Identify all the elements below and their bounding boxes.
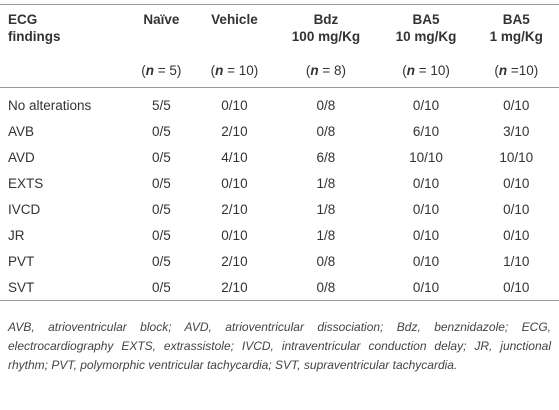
header-line: 1 mg/Kg [489,29,543,44]
value-cell: 0/5 [151,201,171,217]
value-cell: 0/10 [503,227,530,243]
row-label: IVCD [8,201,41,217]
table-row: EXTS 0/5 0/10 1/8 0/10 0/10 [0,170,559,196]
value-cell: 0/10 [412,279,440,295]
sample-size-part: = 10) [223,63,259,78]
value-cell: 10/10 [499,149,534,165]
value-cell: 1/8 [316,175,336,191]
value-cell: 0/10 [221,97,248,113]
sample-size-part: ( [141,63,146,78]
value-cell: 5/5 [151,97,171,113]
value-cell: 0/10 [412,227,440,243]
value-cell: 10/10 [409,149,443,165]
row-label: AVD [8,149,35,165]
row-label: SVT [8,279,35,295]
findings-table: ECG findings Naïve (n = 5) Vehicle (n = 10) Bd… [0,4,559,301]
row-label: JR [8,227,25,243]
value-cell: 0/10 [412,253,440,269]
header-cell: Bdz 100 mg/Kg (n = 8) [273,5,378,88]
value-cell: 0/8 [316,279,336,295]
value-cell: 0/5 [151,175,171,191]
value-cell: 0/10 [412,97,440,113]
sample-size-part: ( [494,63,499,78]
value-cell: 0/8 [316,97,336,113]
header-cell: BA5 1 mg/Kg (n =10) [474,5,559,88]
header-cell: ECG findings [0,5,127,88]
value-cell: 0/10 [503,175,530,191]
header-line: Vehicle [211,12,258,27]
header-cell: BA5 10 mg/Kg (n = 10) [378,5,473,88]
row-label: AVB [8,123,35,139]
sample-size-part: = 5) [154,63,182,78]
sample-size-part: = 8) [318,63,347,78]
value-cell: 1/8 [316,227,336,243]
sample-size-part: n [406,63,415,78]
value-cell: 2/10 [221,279,248,295]
value-cell: 0/10 [412,201,440,217]
value-cell: 0/10 [503,97,530,113]
row-label: No alterations [8,97,92,113]
value-cell: 0/5 [151,279,171,295]
value-cell: 0/10 [503,201,530,217]
value-cell: 0/5 [151,253,171,269]
footnote: AVB, atrioventricular block; AVD, atriov… [8,320,551,372]
value-cell: 6/10 [412,123,440,139]
header-line: 10 mg/Kg [395,29,457,44]
table-row: PVT 0/5 2/10 0/8 0/10 1/10 [0,248,559,274]
table-row: JR 0/5 0/10 1/8 0/10 0/10 [0,222,559,248]
sample-size: (n = 8) [279,62,372,79]
sample-size-part: n [215,63,224,78]
sample-size-part: ( [210,63,216,78]
value-cell: 0/5 [151,227,171,243]
sample-size-part: =10) [507,63,539,78]
header-line: ECG [8,12,38,27]
header-line: 100 mg/Kg [291,29,361,44]
sample-size-part: ( [402,63,407,78]
sample-size-part: n [498,63,508,78]
value-cell: 0/10 [503,279,530,295]
value-cell: 3/10 [503,123,530,139]
sample-size: (n = 10) [384,62,467,79]
header-line: BA5 [412,12,440,27]
table-row: No alterations 5/5 0/10 0/8 0/10 0/10 [0,88,559,119]
header-cell: Naïve (n = 5) [127,5,195,88]
header-line: findings [8,29,61,44]
table-body: No alterations 5/5 0/10 0/8 0/10 0/10 AVB 0/5 2/… [0,88,559,301]
value-cell: 1/10 [503,253,530,269]
value-cell: 2/10 [221,201,248,217]
value-cell: 0/10 [221,227,248,243]
row-label: EXTS [8,175,44,191]
table-row: AVB 0/5 2/10 0/8 6/10 3/10 [0,118,559,144]
value-cell: 0/10 [412,175,440,191]
sample-size: (n = 5) [133,62,189,79]
value-cell: 0/8 [316,123,336,139]
value-cell: 2/10 [221,123,248,139]
table-row: AVD 0/5 4/10 6/8 10/10 10/10 [0,144,559,170]
header-cell: Vehicle (n = 10) [195,5,273,88]
table-row: IVCD 0/5 2/10 1/8 0/10 0/10 [0,196,559,222]
sample-size: (n =10) [480,62,553,79]
sample-size-part: n [310,63,319,78]
value-cell: 6/8 [316,149,336,165]
header-line: Naïve [143,12,180,27]
header-row: ECG findings Naïve (n = 5) Vehicle (n = 10) Bd… [0,4,559,88]
sample-size-part: ( [305,63,311,78]
table-row: SVT 0/5 2/10 0/8 0/10 0/10 [0,274,559,301]
value-cell: 4/10 [221,149,248,165]
header-line: BA5 [502,12,530,27]
sample-size-part: n [145,63,155,78]
sample-size-part: = 10) [414,63,450,78]
value-cell: 0/10 [221,175,248,191]
row-label: PVT [8,253,35,269]
sample-size: (n = 10) [201,62,267,79]
value-cell: 0/5 [151,123,171,139]
value-cell: 2/10 [221,253,248,269]
value-cell: 0/8 [316,253,336,269]
value-cell: 0/5 [151,149,171,165]
value-cell: 1/8 [316,201,336,217]
header-line: Bdz [313,12,339,27]
